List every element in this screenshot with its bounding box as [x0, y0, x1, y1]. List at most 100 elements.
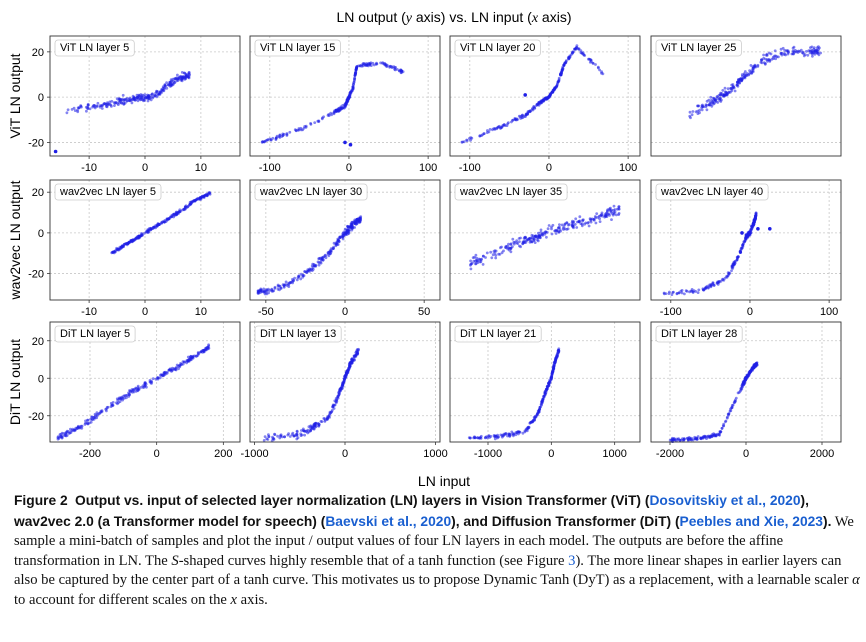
data-point: [369, 64, 373, 67]
data-point: [671, 438, 675, 441]
data-point: [491, 253, 495, 257]
data-point: [708, 101, 712, 104]
citation-link[interactable]: Baevski et al., 2020: [325, 513, 452, 529]
data-point: [270, 288, 273, 292]
data-point: [138, 94, 141, 97]
data-point: [359, 215, 363, 219]
x-tick-label: 1000: [423, 448, 447, 460]
data-point: [493, 126, 497, 130]
data-point: [165, 371, 169, 375]
caption-bold-2: ), wav2vec 2.0 (a Transformer model for …: [14, 493, 809, 529]
figure-ref-link[interactable]: 3: [568, 552, 576, 569]
data-point: [60, 436, 64, 439]
data-point: [139, 98, 142, 102]
y-tick-label: 0: [38, 373, 44, 385]
data-point: [332, 247, 335, 250]
data-point: [756, 227, 760, 231]
data-point: [182, 360, 186, 364]
data-point: [781, 46, 785, 50]
data-point: [127, 99, 131, 102]
data-point: [493, 437, 497, 441]
data-point: [545, 389, 548, 392]
caption-x: x: [230, 591, 238, 608]
data-point: [712, 433, 716, 437]
data-point: [737, 78, 740, 81]
figure-caption: Figure 2 Output vs. input of selected la…: [14, 491, 860, 611]
citation-link[interactable]: Peebles and Xie, 2023: [679, 513, 823, 529]
data-point: [469, 267, 473, 271]
data-point: [578, 219, 582, 223]
data-point: [155, 95, 159, 99]
data-point: [282, 283, 286, 287]
data-point: [136, 384, 140, 388]
x-tick-label: 0: [546, 162, 552, 174]
data-point: [194, 198, 197, 202]
data-point: [179, 78, 183, 82]
data-point: [354, 67, 358, 71]
scatter-panel: -100 0 100 ViT LN layer 20: [449, 35, 641, 174]
data-point: [533, 418, 536, 422]
data-point: [593, 215, 597, 218]
data-point: [474, 253, 478, 257]
data-point: [295, 433, 299, 437]
data-point: [127, 391, 130, 395]
data-point: [750, 69, 754, 73]
data-point: [263, 292, 267, 296]
data-point: [201, 349, 205, 352]
data-point: [752, 366, 755, 370]
scatter-panel: -50 0 50 wav2vec LN layer 30: [249, 179, 441, 318]
data-point: [553, 86, 557, 90]
x-tick-label: 0: [342, 448, 348, 460]
data-point: [381, 61, 385, 64]
data-point: [163, 370, 167, 374]
citation-link[interactable]: Dosovitskiy et al., 2020: [649, 493, 801, 508]
data-point: [186, 355, 190, 359]
data-point: [158, 90, 162, 94]
data-point: [266, 138, 269, 142]
data-point: [143, 231, 146, 235]
data-point: [546, 227, 550, 231]
data-point: [730, 404, 734, 407]
data-point: [600, 70, 603, 74]
panel-title-badge: [54, 183, 162, 201]
data-point: [763, 62, 767, 66]
data-point: [735, 258, 739, 261]
data-point: [570, 221, 574, 225]
panel-title-badge: [254, 183, 368, 201]
data-point: [285, 284, 289, 287]
data-point: [509, 250, 513, 254]
data-point: [267, 433, 270, 436]
data-point: [561, 226, 565, 230]
data-point: [543, 97, 546, 101]
data-point: [160, 221, 164, 225]
data-point: [688, 436, 692, 440]
data-point: [327, 114, 331, 117]
data-point: [512, 242, 516, 246]
data-point: [286, 433, 290, 437]
scatter-panel: wav2vec LN layer 35: [449, 179, 641, 301]
data-point: [281, 435, 284, 439]
data-point: [299, 128, 303, 132]
data-point: [117, 397, 121, 401]
data-point: [183, 205, 187, 209]
data-point: [754, 211, 758, 215]
data-point: [545, 385, 549, 388]
data-point: [165, 86, 169, 90]
panel-title: wav2vec LN layer 40: [660, 186, 763, 198]
data-point: [785, 49, 789, 53]
data-point: [598, 220, 602, 224]
panel-title: ViT LN layer 15: [260, 42, 335, 54]
data-point: [595, 212, 599, 216]
data-point: [594, 63, 597, 66]
data-point: [721, 94, 725, 98]
y-tick-label: -20: [28, 137, 44, 149]
data-point: [311, 268, 315, 271]
caption-bold-3: ), and Diffusion Transformer (DiT) (: [451, 513, 680, 529]
data-point: [720, 92, 723, 95]
data-point: [502, 249, 505, 253]
data-point: [205, 192, 208, 196]
data-point: [295, 278, 299, 282]
data-point: [350, 357, 354, 361]
data-point: [675, 292, 679, 296]
data-point: [178, 210, 181, 214]
